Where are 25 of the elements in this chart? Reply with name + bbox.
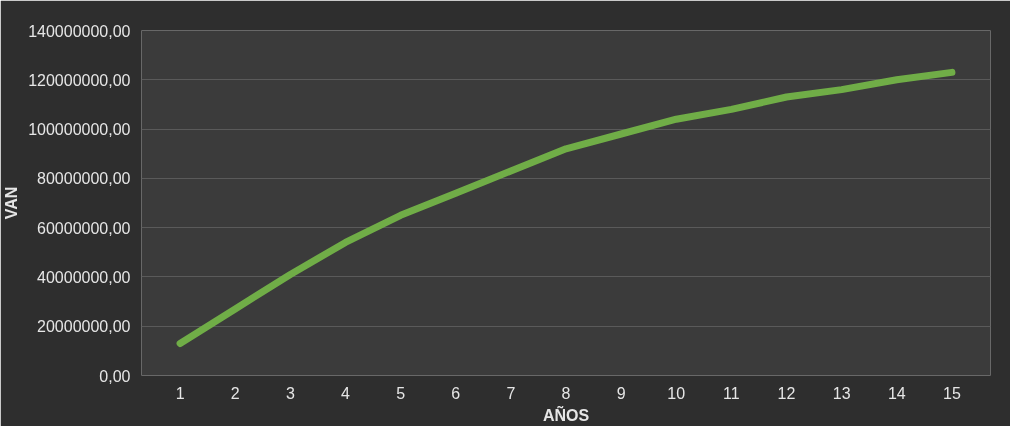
x-tick-label: 14 bbox=[887, 384, 906, 402]
x-tick-label: 9 bbox=[616, 384, 626, 402]
x-tick-label: 7 bbox=[506, 384, 516, 402]
x-tick-label: 11 bbox=[723, 384, 740, 402]
y-tick-label: 20000000,00 bbox=[37, 318, 131, 336]
x-tick-label: 3 bbox=[285, 384, 295, 402]
y-tick-label: 80000000,00 bbox=[37, 170, 131, 188]
x-tick-label: 15 bbox=[943, 384, 961, 402]
y-tick-label: 0,00 bbox=[99, 367, 131, 385]
y-tick-label: 60000000,00 bbox=[37, 219, 131, 237]
x-tick-label: 4 bbox=[341, 384, 351, 402]
x-tick-label: 10 bbox=[667, 384, 686, 402]
x-tick-label: 12 bbox=[777, 384, 796, 402]
y-tick-label: 140000000,00 bbox=[28, 22, 131, 40]
y-tick-label: 100000000,00 bbox=[28, 121, 131, 139]
x-tick-label: 8 bbox=[561, 384, 571, 402]
x-tick-label: 6 bbox=[451, 384, 461, 402]
x-tick-label: 13 bbox=[832, 384, 851, 402]
y-axis-title: VAN bbox=[3, 186, 21, 220]
x-tick-label: 2 bbox=[230, 384, 240, 402]
y-tick-label: 120000000,00 bbox=[28, 71, 131, 89]
x-tick-label: 5 bbox=[396, 384, 406, 402]
x-tick-label: 1 bbox=[175, 384, 185, 402]
x-axis-title: AÑOS bbox=[542, 404, 590, 424]
y-tick-label: 40000000,00 bbox=[37, 268, 131, 286]
